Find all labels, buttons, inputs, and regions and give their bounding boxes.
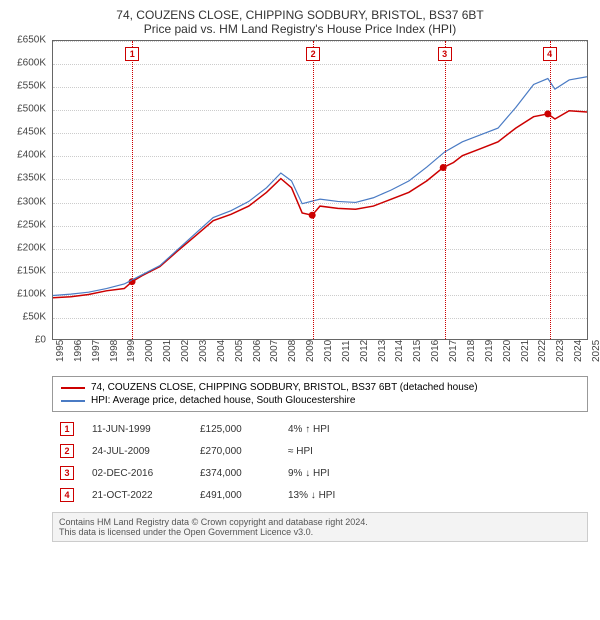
x-tick-label: 2008	[287, 340, 298, 362]
chart-container: 74, COUZENS CLOSE, CHIPPING SODBURY, BRI…	[8, 8, 592, 542]
plot-area: £0 £50K £100K £150K £200K £250K £300K £350K £400…	[8, 40, 592, 370]
x-tick-label: 2006	[252, 340, 263, 362]
x-tick-label: 2016	[430, 340, 441, 362]
transaction-delta: 4% ↑ HPI	[288, 424, 378, 435]
x-tick-label: 2010	[323, 340, 334, 362]
x-tick-label: 2021	[520, 340, 531, 362]
y-tick-label: £0	[35, 335, 46, 346]
x-tick-label: 1998	[109, 340, 120, 362]
y-axis: £0£50K£100K£150K£200K£250K£300K£350K£400…	[8, 40, 48, 340]
x-tick-label: 2001	[162, 340, 173, 362]
y-tick-label: £600K	[17, 58, 46, 69]
event-line	[550, 41, 551, 339]
x-tick-label: 2025	[591, 340, 600, 362]
y-tick-label: £200K	[17, 242, 46, 253]
event-marker-box: 3	[438, 47, 452, 61]
transaction-price: £125,000	[200, 424, 270, 435]
event-marker-box: 2	[306, 47, 320, 61]
transaction-marker: 3	[60, 466, 74, 480]
transaction-price: £270,000	[200, 446, 270, 457]
transaction-delta: ≈ HPI	[288, 446, 378, 457]
transaction-row: 2 24-JUL-2009 £270,000 ≈ HPI	[52, 440, 588, 462]
y-tick-label: £100K	[17, 288, 46, 299]
x-tick-label: 2022	[537, 340, 548, 362]
x-tick-label: 2002	[180, 340, 191, 362]
x-tick-label: 2024	[573, 340, 584, 362]
x-tick-label: 1995	[55, 340, 66, 362]
legend-swatch	[61, 387, 85, 389]
x-tick-label: 2004	[216, 340, 227, 362]
legend-row: 74, COUZENS CLOSE, CHIPPING SODBURY, BRI…	[61, 381, 579, 394]
legend-label: 74, COUZENS CLOSE, CHIPPING SODBURY, BRI…	[91, 382, 478, 393]
x-tick-label: 2020	[502, 340, 513, 362]
transaction-date: 21-OCT-2022	[92, 490, 182, 501]
transaction-marker: 2	[60, 444, 74, 458]
event-marker-box: 1	[125, 47, 139, 61]
transaction-row: 3 02-DEC-2016 £374,000 9% ↓ HPI	[52, 462, 588, 484]
x-tick-label: 2000	[144, 340, 155, 362]
transactions-table: 1 11-JUN-1999 £125,000 4% ↑ HPI 2 24-JUL-2009…	[52, 418, 588, 506]
y-tick-label: £400K	[17, 150, 46, 161]
legend-label: HPI: Average price, detached house, Sout…	[91, 395, 355, 406]
footer-line-2: This data is licensed under the Open Gov…	[59, 527, 581, 537]
title-line-2: Price paid vs. HM Land Registry's House …	[8, 22, 592, 36]
y-tick-label: £150K	[17, 265, 46, 276]
x-tick-label: 2003	[198, 340, 209, 362]
x-tick-label: 2007	[269, 340, 280, 362]
y-tick-label: £250K	[17, 219, 46, 230]
footer-attribution: Contains HM Land Registry data © Crown c…	[52, 512, 588, 542]
x-tick-label: 2023	[555, 340, 566, 362]
x-tick-label: 2019	[484, 340, 495, 362]
y-tick-label: £650K	[17, 35, 46, 46]
event-line	[313, 41, 314, 339]
x-tick-label: 1996	[73, 340, 84, 362]
event-line	[445, 41, 446, 339]
transaction-date: 02-DEC-2016	[92, 468, 182, 479]
transaction-price: £491,000	[200, 490, 270, 501]
chart-title: 74, COUZENS CLOSE, CHIPPING SODBURY, BRI…	[8, 8, 592, 36]
y-tick-label: £50K	[23, 311, 46, 322]
y-tick-label: £450K	[17, 127, 46, 138]
x-tick-label: 2017	[448, 340, 459, 362]
transaction-marker: 4	[60, 488, 74, 502]
x-tick-label: 2015	[412, 340, 423, 362]
transaction-date: 24-JUL-2009	[92, 446, 182, 457]
y-tick-label: £300K	[17, 196, 46, 207]
plot-inner: 1 2 3 4	[52, 40, 588, 340]
x-tick-label: 2012	[359, 340, 370, 362]
x-tick-label: 2011	[341, 340, 352, 362]
legend-swatch	[61, 400, 85, 402]
transaction-row: 1 11-JUN-1999 £125,000 4% ↑ HPI	[52, 418, 588, 440]
x-tick-label: 2014	[394, 340, 405, 362]
x-tick-label: 1999	[126, 340, 137, 362]
transaction-delta: 9% ↓ HPI	[288, 468, 378, 479]
y-tick-label: £350K	[17, 173, 46, 184]
x-tick-label: 2009	[305, 340, 316, 362]
transaction-marker: 1	[60, 422, 74, 436]
x-axis: 1995 1996 1997 1998 1999 2000 2001 2002 2003 2004…	[52, 342, 588, 370]
y-tick-label: £500K	[17, 104, 46, 115]
y-tick-label: £550K	[17, 81, 46, 92]
x-tick-label: 2005	[234, 340, 245, 362]
legend: 74, COUZENS CLOSE, CHIPPING SODBURY, BRI…	[52, 376, 588, 412]
x-tick-label: 2013	[377, 340, 388, 362]
event-marker-box: 4	[543, 47, 557, 61]
transaction-delta: 13% ↓ HPI	[288, 490, 378, 501]
event-line	[132, 41, 133, 339]
transaction-price: £374,000	[200, 468, 270, 479]
x-tick-label: 2018	[466, 340, 477, 362]
x-tick-label: 1997	[91, 340, 102, 362]
title-line-1: 74, COUZENS CLOSE, CHIPPING SODBURY, BRI…	[8, 8, 592, 22]
transaction-date: 11-JUN-1999	[92, 424, 182, 435]
legend-row: HPI: Average price, detached house, Sout…	[61, 394, 579, 407]
transaction-row: 4 21-OCT-2022 £491,000 13% ↓ HPI	[52, 484, 588, 506]
footer-line-1: Contains HM Land Registry data © Crown c…	[59, 517, 581, 527]
